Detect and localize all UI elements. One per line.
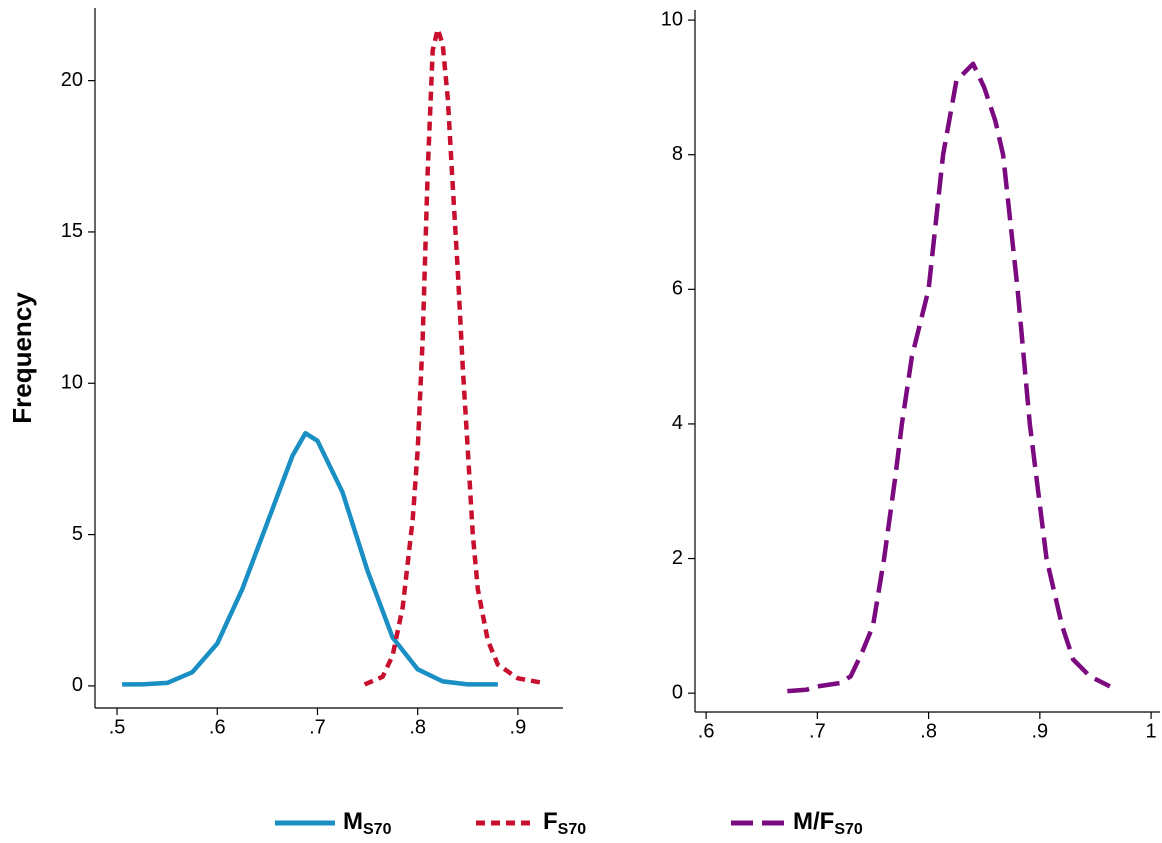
- legend-subscript: S70: [363, 821, 392, 838]
- legend-label: MS70: [343, 808, 392, 838]
- x-tick-label: .6: [209, 716, 226, 738]
- x-tick-label: .7: [309, 716, 326, 738]
- legend-subscript: S70: [834, 821, 863, 838]
- y-tick-label: 15: [61, 220, 83, 242]
- x-tick-label: .9: [510, 716, 527, 738]
- y-axis-label: Frequency: [7, 292, 37, 424]
- x-tick-label: .5: [109, 716, 126, 738]
- legend-label: FS70: [543, 808, 586, 838]
- y-tick-label: 5: [72, 523, 83, 545]
- legend-subscript: S70: [558, 821, 587, 838]
- y-tick-label: 10: [661, 8, 683, 30]
- x-tick-label: .7: [809, 720, 826, 742]
- x-tick-label: .8: [920, 720, 937, 742]
- legend-label: M/FS70: [793, 808, 863, 838]
- series-line: [363, 26, 544, 687]
- y-tick-label: 20: [61, 69, 83, 91]
- y-tick-label: 4: [672, 412, 683, 434]
- legend-name: M: [343, 808, 363, 835]
- legend-name: F: [543, 808, 558, 835]
- y-tick-label: 6: [672, 278, 683, 300]
- y-tick-label: 0: [672, 681, 683, 703]
- y-tick-label: 10: [61, 372, 83, 394]
- x-tick-label: .9: [1032, 720, 1049, 742]
- x-tick-label: .6: [698, 720, 715, 742]
- series-line: [787, 61, 1111, 694]
- y-tick-label: 8: [672, 143, 683, 165]
- x-tick-label: 1: [1146, 720, 1157, 742]
- legend-name: M/F: [793, 808, 834, 835]
- series-line: [122, 430, 498, 687]
- x-tick-label: .8: [409, 716, 426, 738]
- y-tick-label: 0: [72, 674, 83, 696]
- y-tick-label: 2: [672, 547, 683, 569]
